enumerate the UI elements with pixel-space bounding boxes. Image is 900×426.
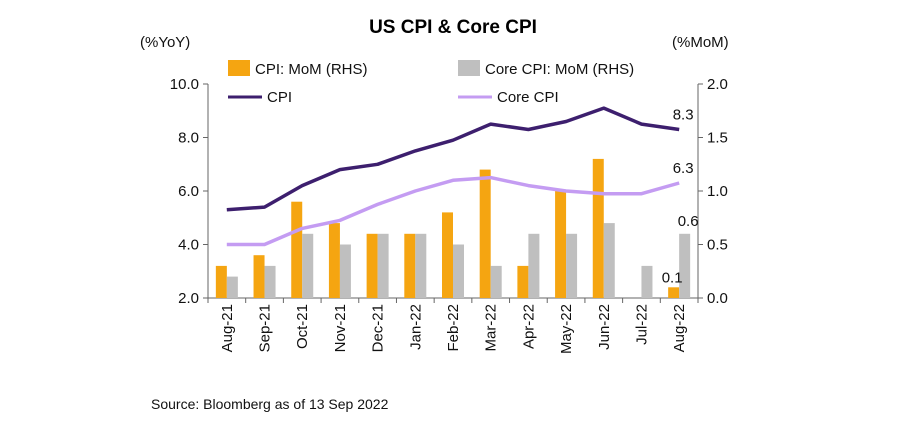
x-tick-label: Mar-22	[483, 304, 500, 352]
data-label: 0.6	[678, 213, 699, 230]
bar-core-cpi-mom	[528, 233, 540, 298]
x-tick-label: Jul-22	[633, 304, 650, 345]
chart-title: US CPI & Core CPI	[369, 17, 537, 38]
source-note: Source: Bloomberg as of 13 Sep 2022	[151, 396, 389, 412]
bar-cpi-mom	[253, 255, 265, 298]
bar-cpi-mom	[668, 287, 680, 298]
bar-core-cpi-mom	[490, 265, 502, 298]
x-tick-label: Jan-22	[407, 304, 424, 350]
legend: CPI: MoM (RHS) Core CPI: MoM (RHS) CPI C…	[228, 60, 634, 106]
bar-core-cpi-mom	[226, 276, 238, 298]
right-tick-label: 1.5	[707, 130, 728, 147]
line-cpi	[226, 106, 680, 212]
x-tick-label: Aug-22	[671, 304, 688, 352]
x-tick-label: Apr-22	[520, 304, 537, 349]
bar-cpi-mom	[328, 223, 340, 298]
data-label: 0.1	[662, 269, 683, 286]
plot-area: 2.0 4.0 6.0 8.0 10.0 0.0 0.5 1.0 1.5 2.0 Aug-21 Sep…	[170, 76, 728, 354]
bar-core-cpi-mom	[679, 233, 691, 298]
left-tick-label: 8.0	[178, 130, 199, 147]
left-tick-label: 4.0	[178, 237, 199, 254]
x-tick-label: Dec-21	[370, 304, 387, 352]
left-tick-label: 6.0	[178, 183, 199, 200]
x-tick-label: Feb-22	[445, 304, 462, 352]
right-tick-label: 2.0	[707, 76, 728, 93]
bar-core-cpi-mom	[302, 233, 314, 298]
bar-core-cpi-mom	[415, 233, 427, 298]
left-tick-label: 2.0	[178, 290, 199, 307]
bar-cpi-mom	[517, 265, 529, 298]
bar-core-cpi-mom	[603, 223, 615, 298]
bar-cpi-mom	[555, 191, 567, 298]
x-tick-label: Oct-21	[294, 304, 311, 349]
legend-swatch-cpi-mom	[228, 60, 250, 76]
right-tick-label: 0.5	[707, 237, 728, 254]
legend-label-core-cpi: Core CPI	[497, 89, 559, 106]
bar-cpi-mom	[291, 201, 303, 298]
x-tick-label: Jun-22	[596, 304, 613, 350]
legend-label-cpi-mom: CPI: MoM (RHS)	[255, 61, 368, 78]
right-tick-label: 1.0	[707, 183, 728, 200]
bar-core-cpi-mom	[264, 265, 276, 298]
left-axis-label: (%YoY)	[140, 34, 190, 51]
left-tick-label: 10.0	[170, 76, 199, 93]
bar-core-cpi-mom	[377, 233, 389, 298]
bar-cpi-mom	[366, 233, 378, 298]
legend-label-core-cpi-mom: Core CPI: MoM (RHS)	[485, 61, 634, 78]
bar-cpi-mom	[479, 169, 491, 298]
line-core-cpi	[226, 175, 680, 247]
bar-cpi-mom	[215, 265, 227, 298]
legend-swatch-core-cpi-mom	[458, 60, 480, 76]
bar-core-cpi-mom	[339, 244, 351, 298]
x-tick-label: Nov-21	[332, 304, 349, 352]
right-axis-label: (%MoM)	[672, 34, 729, 51]
x-tick-label: Aug-21	[219, 304, 236, 352]
x-tick-label: Sep-21	[257, 304, 274, 352]
bar-cpi-mom	[404, 233, 416, 298]
right-tick-label: 0.0	[707, 290, 728, 307]
bar-cpi-mom	[592, 158, 604, 298]
legend-label-cpi: CPI	[267, 89, 292, 106]
x-tick-label: May-22	[558, 304, 575, 354]
bar-core-cpi-mom	[566, 233, 578, 298]
bar-core-cpi-mom	[453, 244, 464, 298]
data-label: 8.3	[673, 106, 694, 123]
bar-cpi-mom	[442, 212, 453, 298]
data-label: 6.3	[673, 160, 694, 177]
bar-core-cpi-mom	[641, 265, 653, 298]
